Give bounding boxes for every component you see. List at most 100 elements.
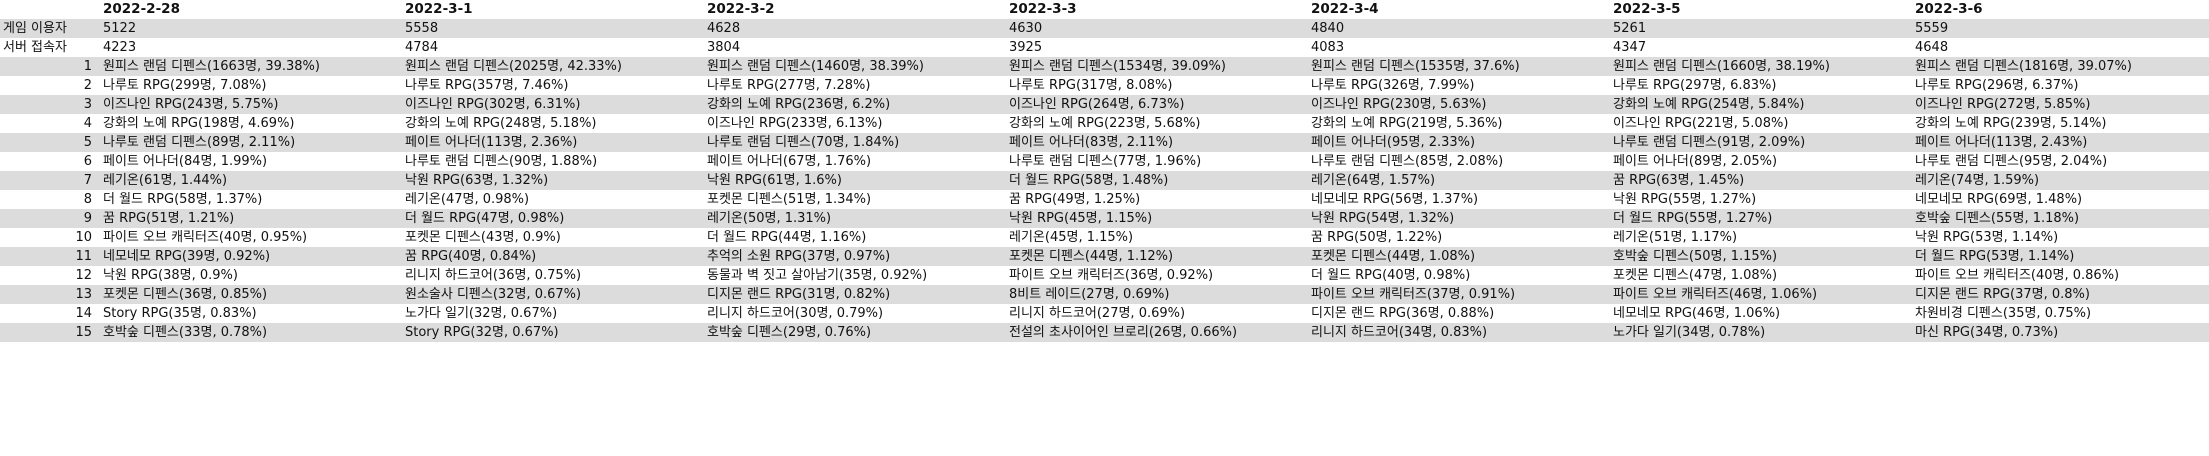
ranking-cell: 레기온(61명, 1.44%) xyxy=(98,171,400,190)
ranking-cell: 레기온(74명, 1.59%) xyxy=(1910,171,2209,190)
ranking-cell: 원피스 랜덤 디펜스(1660명, 38.19%) xyxy=(1608,57,1910,76)
ranking-cell: 꿈 RPG(50명, 1.22%) xyxy=(1306,228,1608,247)
ranking-cell: 포켓몬 디펜스(36명, 0.85%) xyxy=(98,285,400,304)
ranking-cell: 나루토 랜덤 디펜스(77명, 1.96%) xyxy=(1004,152,1306,171)
ranking-cell: 원소술사 디펜스(32명, 0.67%) xyxy=(400,285,702,304)
rank-number: 3 xyxy=(0,95,98,114)
metric-label: 게임 이용자 xyxy=(0,19,98,38)
metric-value: 4648 xyxy=(1910,38,2209,57)
date-header: 2022-3-1 xyxy=(400,0,702,19)
ranking-cell: 네모네모 RPG(56명, 1.37%) xyxy=(1306,190,1608,209)
ranking-row: 3 이즈나인 RPG(243명, 5.75%) 이즈나인 RPG(302명, 6.3… xyxy=(0,95,2209,114)
ranking-cell: 페이트 어나더(89명, 2.05%) xyxy=(1608,152,1910,171)
rank-number: 4 xyxy=(0,114,98,133)
ranking-row: 6 페이트 어나더(84명, 1.99%) 나루토 랜덤 디펜스(90명, 1.88… xyxy=(0,152,2209,171)
ranking-cell: 페이트 어나더(67명, 1.76%) xyxy=(702,152,1004,171)
rank-number: 2 xyxy=(0,76,98,95)
ranking-cell: 디지몬 랜드 RPG(36명, 0.88%) xyxy=(1306,304,1608,323)
ranking-cell: 꿈 RPG(51명, 1.21%) xyxy=(98,209,400,228)
ranking-cell: 페이트 어나더(83명, 2.11%) xyxy=(1004,133,1306,152)
ranking-cell: 원피스 랜덤 디펜스(1460명, 38.39%) xyxy=(702,57,1004,76)
ranking-cell: 노가다 일기(32명, 0.67%) xyxy=(400,304,702,323)
ranking-cell: 나루토 랜덤 디펜스(70명, 1.84%) xyxy=(702,133,1004,152)
header-corner xyxy=(0,0,98,19)
ranking-cell: 낙원 RPG(61명, 1.6%) xyxy=(702,171,1004,190)
ranking-cell: 나루토 RPG(296명, 6.37%) xyxy=(1910,76,2209,95)
date-header: 2022-3-6 xyxy=(1910,0,2209,19)
ranking-cell: 나루토 랜덤 디펜스(95명, 2.04%) xyxy=(1910,152,2209,171)
metric-value: 5559 xyxy=(1910,19,2209,38)
ranking-cell: 강화의 노예 RPG(236명, 6.2%) xyxy=(702,95,1004,114)
date-header: 2022-3-5 xyxy=(1608,0,1910,19)
ranking-cell: 리니지 하드코어(34명, 0.83%) xyxy=(1306,323,1608,342)
ranking-row: 13 포켓몬 디펜스(36명, 0.85%) 원소술사 디펜스(32명, 0.67%… xyxy=(0,285,2209,304)
ranking-cell: 레기온(47명, 0.98%) xyxy=(400,190,702,209)
ranking-cell: 더 월드 RPG(47명, 0.98%) xyxy=(400,209,702,228)
metric-value: 4784 xyxy=(400,38,702,57)
metric-row: 게임 이용자 5122 5558 4628 4630 4840 5261 5559 xyxy=(0,19,2209,38)
ranking-row: 11 네모네모 RPG(39명, 0.92%) 꿈 RPG(40명, 0.84%) 추… xyxy=(0,247,2209,266)
ranking-cell: 네모네모 RPG(46명, 1.06%) xyxy=(1608,304,1910,323)
ranking-cell: 낙원 RPG(54명, 1.32%) xyxy=(1306,209,1608,228)
ranking-cell: 강화의 노예 RPG(254명, 5.84%) xyxy=(1608,95,1910,114)
ranking-cell: 레기온(51명, 1.17%) xyxy=(1608,228,1910,247)
ranking-row: 10 파이트 오브 캐릭터즈(40명, 0.95%) 포켓몬 디펜스(43명, 0.… xyxy=(0,228,2209,247)
ranking-cell: 원피스 랜덤 디펜스(1816명, 39.07%) xyxy=(1910,57,2209,76)
ranking-cell: 나루토 RPG(277명, 7.28%) xyxy=(702,76,1004,95)
ranking-cell: 원피스 랜덤 디펜스(1663명, 39.38%) xyxy=(98,57,400,76)
ranking-cell: 더 월드 RPG(55명, 1.27%) xyxy=(1608,209,1910,228)
ranking-row: 2 나루토 RPG(299명, 7.08%) 나루토 RPG(357명, 7.46%… xyxy=(0,76,2209,95)
date-header: 2022-2-28 xyxy=(98,0,400,19)
ranking-cell: 이즈나인 RPG(264명, 6.73%) xyxy=(1004,95,1306,114)
ranking-cell: 리니지 하드코어(27명, 0.69%) xyxy=(1004,304,1306,323)
ranking-cell: 이즈나인 RPG(221명, 5.08%) xyxy=(1608,114,1910,133)
date-header: 2022-3-2 xyxy=(702,0,1004,19)
rank-number: 15 xyxy=(0,323,98,342)
ranking-cell: 이즈나인 RPG(243명, 5.75%) xyxy=(98,95,400,114)
ranking-cell: 추억의 소원 RPG(37명, 0.97%) xyxy=(702,247,1004,266)
ranking-cell: 이즈나인 RPG(302명, 6.31%) xyxy=(400,95,702,114)
ranking-cell: 페이트 어나더(84명, 1.99%) xyxy=(98,152,400,171)
ranking-cell: 낙원 RPG(38명, 0.9%) xyxy=(98,266,400,285)
metric-value: 4630 xyxy=(1004,19,1306,38)
ranking-cell: 강화의 노예 RPG(248명, 5.18%) xyxy=(400,114,702,133)
ranking-row: 1 원피스 랜덤 디펜스(1663명, 39.38%) 원피스 랜덤 디펜스(202… xyxy=(0,57,2209,76)
ranking-cell: 나루토 RPG(299명, 7.08%) xyxy=(98,76,400,95)
ranking-cell: 동물과 벽 짓고 살아남기(35명, 0.92%) xyxy=(702,266,1004,285)
ranking-cell: 낙원 RPG(63명, 1.32%) xyxy=(400,171,702,190)
metric-label: 서버 접속자 xyxy=(0,38,98,57)
ranking-cell: 나루토 RPG(317명, 8.08%) xyxy=(1004,76,1306,95)
rank-number: 5 xyxy=(0,133,98,152)
rank-number: 9 xyxy=(0,209,98,228)
ranking-cell: 낙원 RPG(45명, 1.15%) xyxy=(1004,209,1306,228)
ranking-cell: 8비트 레이드(27명, 0.69%) xyxy=(1004,285,1306,304)
ranking-cell: 파이트 오브 캐릭터즈(37명, 0.91%) xyxy=(1306,285,1608,304)
date-header: 2022-3-4 xyxy=(1306,0,1608,19)
ranking-cell: 꿈 RPG(49명, 1.25%) xyxy=(1004,190,1306,209)
ranking-cell: 호박숲 디펜스(29명, 0.76%) xyxy=(702,323,1004,342)
ranking-cell: 디지몬 랜드 RPG(31명, 0.82%) xyxy=(702,285,1004,304)
ranking-cell: 노가다 일기(34명, 0.78%) xyxy=(1608,323,1910,342)
ranking-cell: 차원비경 디펜스(35명, 0.75%) xyxy=(1910,304,2209,323)
ranking-cell: 전설의 초사이어인 브로리(26명, 0.66%) xyxy=(1004,323,1306,342)
ranking-cell: 호박숲 디펜스(33명, 0.78%) xyxy=(98,323,400,342)
ranking-cell: 나루토 RPG(357명, 7.46%) xyxy=(400,76,702,95)
ranking-cell: 꿈 RPG(40명, 0.84%) xyxy=(400,247,702,266)
ranking-cell: 파이트 오브 캐릭터즈(40명, 0.95%) xyxy=(98,228,400,247)
date-header-row: 2022-2-28 2022-3-1 2022-3-2 2022-3-3 202… xyxy=(0,0,2209,19)
ranking-cell: 리니지 하드코어(36명, 0.75%) xyxy=(400,266,702,285)
rank-number: 11 xyxy=(0,247,98,266)
ranking-cell: 이즈나인 RPG(272명, 5.85%) xyxy=(1910,95,2209,114)
ranking-row: 15 호박숲 디펜스(33명, 0.78%) Story RPG(32명, 0.67… xyxy=(0,323,2209,342)
ranking-cell: 호박숲 디펜스(55명, 1.18%) xyxy=(1910,209,2209,228)
ranking-cell: 네모네모 RPG(39명, 0.92%) xyxy=(98,247,400,266)
ranking-cell: 마신 RPG(34명, 0.73%) xyxy=(1910,323,2209,342)
metric-value: 5558 xyxy=(400,19,702,38)
rank-number: 7 xyxy=(0,171,98,190)
metric-value: 4840 xyxy=(1306,19,1608,38)
rank-number: 1 xyxy=(0,57,98,76)
ranking-cell: 나루토 RPG(297명, 6.83%) xyxy=(1608,76,1910,95)
rank-number: 12 xyxy=(0,266,98,285)
ranking-cell: 포켓몬 디펜스(44명, 1.08%) xyxy=(1306,247,1608,266)
ranking-cell: 강화의 노예 RPG(239명, 5.14%) xyxy=(1910,114,2209,133)
